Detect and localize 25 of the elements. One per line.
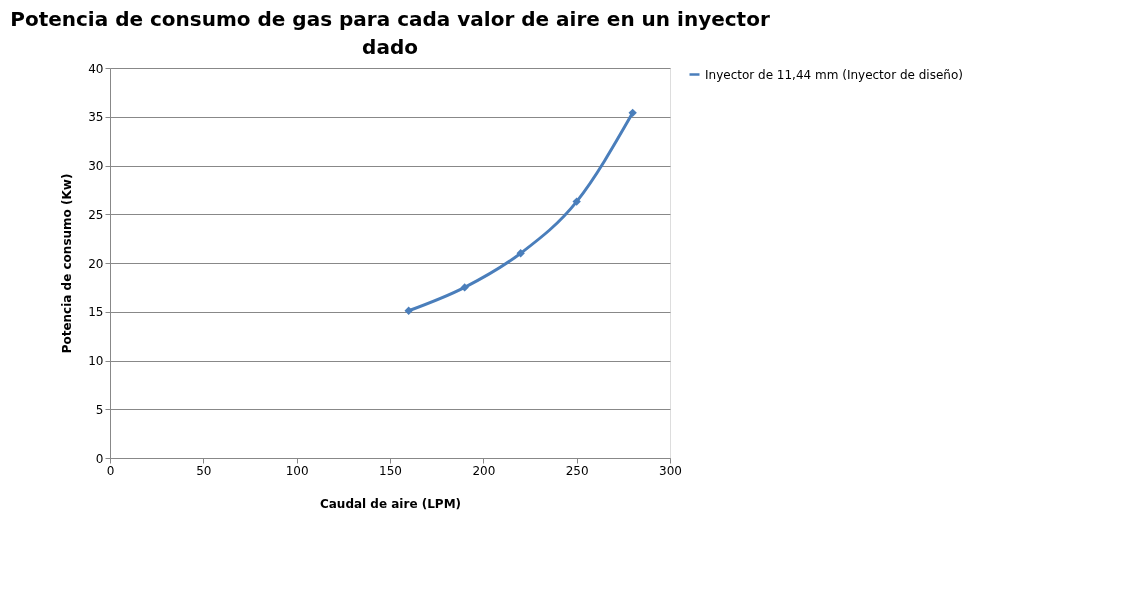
x-tick-label: 0 (106, 463, 115, 478)
point (628, 108, 637, 118)
chart-title: Potencia de consumo de gas para cada valor de aire en un inyector dado (10, 7, 770, 59)
x-tick-label: 100 (285, 463, 309, 478)
x-tick-label: 300 (659, 463, 682, 478)
y-tick-label: 0 (95, 451, 104, 466)
y-tick-label: 40 (88, 61, 104, 76)
legend-label: Inyector de 11,44 mm (Inyector de diseño) (705, 67, 963, 82)
y-tick-label: 30 (88, 159, 104, 173)
x-tick-label: 250 (565, 463, 589, 478)
y-tick-label: 5 (95, 402, 104, 417)
y-tick-label: 25 (88, 207, 104, 222)
x-tick-label: 150 (379, 463, 402, 478)
y-tick-label: 10 (88, 354, 104, 368)
y-tick-label: 15 (88, 305, 104, 320)
point (404, 306, 413, 315)
x-axis-title: Caudal de aire (LPM) (319, 496, 462, 511)
y-axis-title: Potencia de consumo (Kw) (60, 173, 75, 354)
point (572, 197, 581, 206)
y-tick-label: 35 (88, 110, 104, 125)
point (516, 249, 525, 258)
x-tick-label: 200 (472, 463, 496, 478)
y-tick-label: 20 (88, 256, 104, 271)
x-tick-label: 50 (196, 463, 212, 478)
point (460, 283, 469, 292)
